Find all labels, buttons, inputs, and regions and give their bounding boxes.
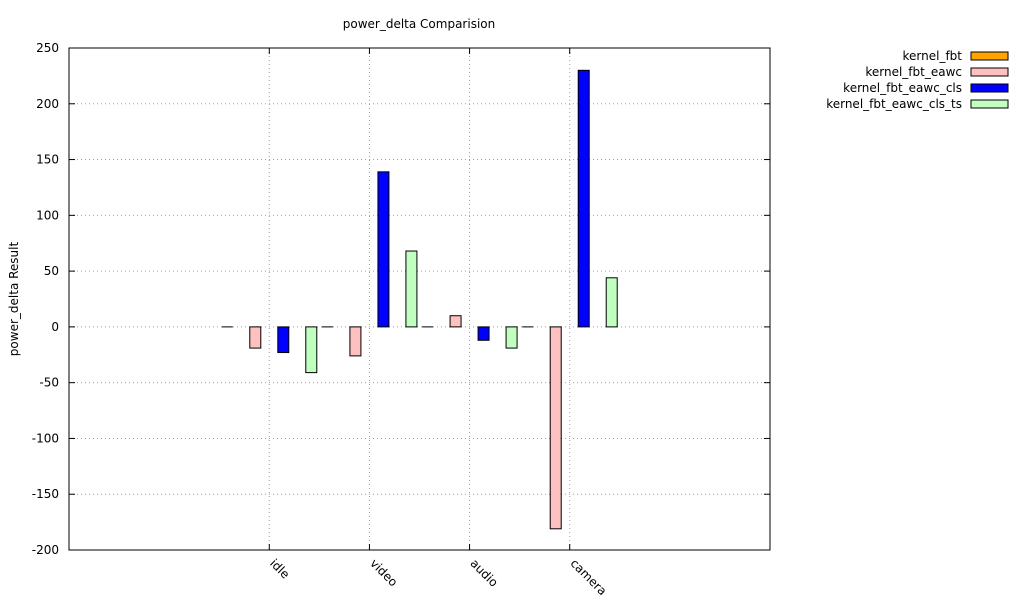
bar — [377, 171, 390, 328]
plot-frame — [68, 47, 771, 551]
bar — [449, 315, 462, 328]
legend-label: kernel_fbt_eawc — [865, 65, 962, 79]
y-tick-label: 150 — [36, 153, 59, 167]
y-tick-label: 0 — [51, 320, 59, 334]
y-axis-label: power_delta Result — [7, 242, 21, 357]
y-tick-label: 50 — [44, 264, 59, 278]
bars — [221, 69, 618, 530]
legend-swatch — [970, 83, 1009, 93]
legend-label: kernel_fbt — [903, 49, 963, 63]
chart-title: power_delta Comparision — [343, 17, 495, 31]
x-tick-label: video — [367, 556, 400, 589]
bar — [577, 69, 590, 328]
legend: kernel_fbt kernel_fbt_eawc kernel_fbt_eawc… — [826, 49, 1009, 111]
legend-swatch — [970, 51, 1009, 61]
bar — [349, 326, 362, 357]
y-axis-ticks: -200 -150 -100 -50 0 50 100 150 200 250 — [32, 41, 770, 557]
y-tick-label: -50 — [39, 376, 59, 390]
bar — [405, 250, 418, 328]
y-tick-label: 250 — [36, 41, 59, 55]
grid — [69, 48, 770, 550]
y-tick-label: 200 — [36, 97, 59, 111]
bar — [505, 326, 518, 349]
x-tick-label: idle — [267, 556, 292, 581]
bar — [477, 326, 490, 341]
bar — [249, 326, 262, 349]
legend-swatch — [970, 99, 1009, 109]
x-tick-label: audio — [467, 556, 500, 589]
bar — [605, 277, 618, 328]
y-tick-label: -150 — [32, 487, 59, 501]
legend-label: kernel_fbt_eawc_cls — [843, 81, 962, 95]
x-tick-label: camera — [568, 556, 610, 598]
bar — [549, 326, 562, 530]
bar — [277, 326, 290, 354]
legend-swatch — [970, 67, 1009, 77]
bar — [305, 326, 318, 374]
y-tick-label: -200 — [32, 543, 59, 557]
y-tick-label: -100 — [32, 431, 59, 445]
y-tick-label: 100 — [36, 208, 59, 222]
legend-label: kernel_fbt_eawc_cls_ts — [826, 97, 962, 111]
